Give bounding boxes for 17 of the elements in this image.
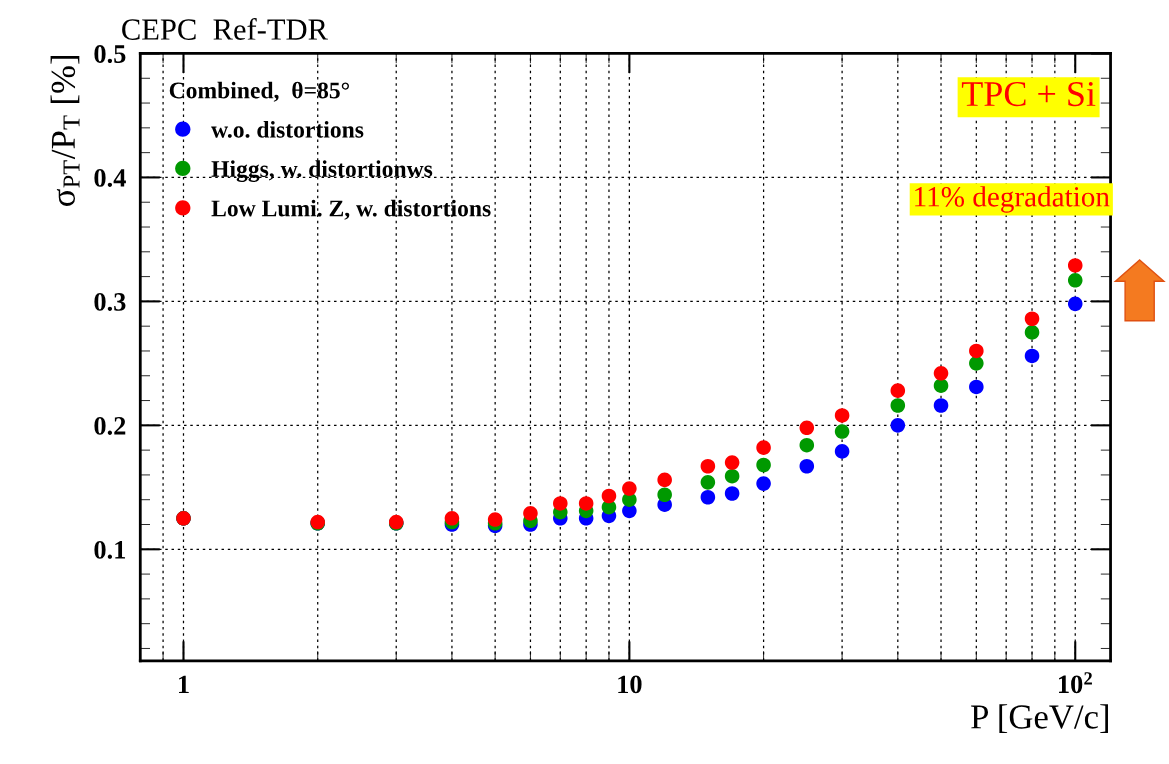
y-tick-label: 0.4 bbox=[94, 169, 126, 187]
x-tick-label: 10$^{2}$ bbox=[1059, 672, 1092, 694]
x-tick-label: 1 bbox=[179, 675, 189, 694]
y-axis-title: σ$_{PT}$/P$_{T}$ [%] bbox=[50, 56, 80, 206]
y-tick-label: 0.5 bbox=[94, 45, 126, 64]
legend-label: Low Lumi. Z, w. distortions bbox=[211, 199, 491, 220]
legend-label: w.o. distortions bbox=[211, 121, 364, 138]
x-tick-label: 10 bbox=[618, 675, 642, 694]
y-tick-label: 0.2 bbox=[94, 416, 126, 435]
y-tick-label: 0.3 bbox=[94, 293, 126, 311]
y-tick-label: 0.1 bbox=[94, 540, 126, 559]
legend-label: Higgs, w. distortionws bbox=[211, 160, 433, 182]
legend-title: Combined, θ=85° bbox=[169, 81, 349, 102]
chart-title: CEPC Ref-TDR bbox=[122, 18, 328, 40]
annotation: TPC + Si bbox=[961, 81, 1096, 107]
annotation: 11% degradation bbox=[915, 186, 1110, 213]
x-axis-title: P [GeV/c] bbox=[971, 704, 1108, 733]
